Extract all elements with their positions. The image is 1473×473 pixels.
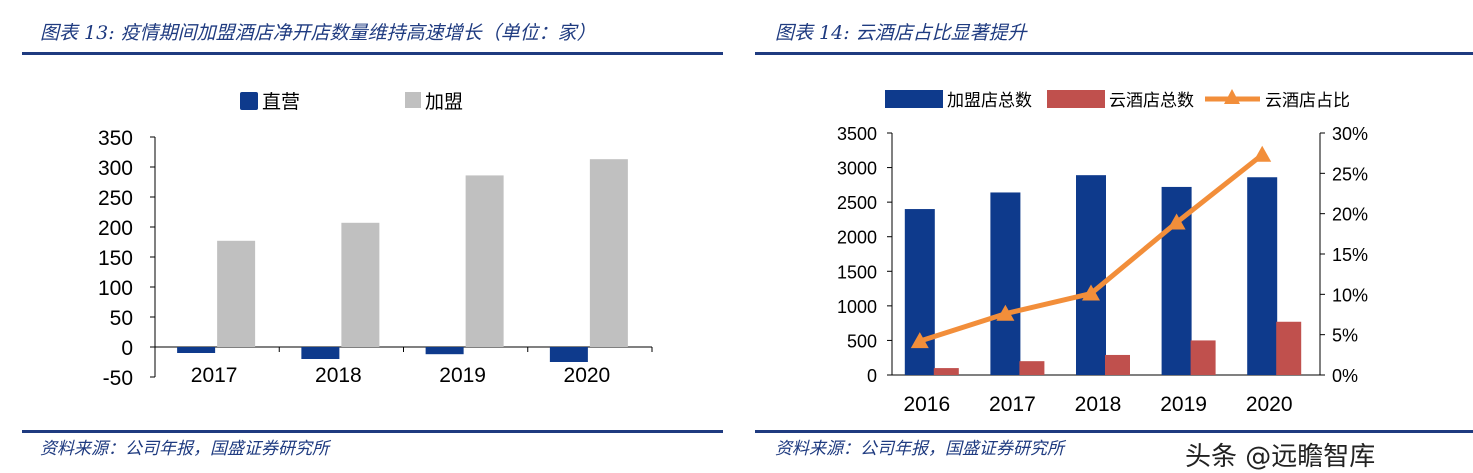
y-tick-label: 500 xyxy=(847,331,877,351)
bar-jiameng xyxy=(465,175,504,347)
x-tick-label: 2019 xyxy=(1160,393,1207,416)
left-bar-chart: 350 300 250 200 150 100 50 0 -50 2017 2018 2019 2020… xyxy=(98,91,653,390)
left-figure-panel: 图表 13: 疫情期间加盟酒店净开店数量维持高速增长（单位：家） 350 300 2… xyxy=(0,0,735,472)
right-figure-title: 图表 14: 云酒店占比显著提升 xyxy=(775,22,1027,44)
right-combo-chart: 3500 3000 2500 2000 1500 1000 500 0 30% 25% 20% 15%… xyxy=(837,89,1368,416)
bar-zhiying xyxy=(301,347,340,359)
y2-tick-label: 0% xyxy=(1332,366,1358,386)
point-cloud-share xyxy=(1082,284,1100,301)
right-title-rule xyxy=(755,52,1473,55)
point-cloud-share xyxy=(1167,213,1186,230)
right-figure-source: 资料来源：公司年报，国盛证券研究所 xyxy=(775,439,1064,459)
y-tick-label: 300 xyxy=(98,157,133,180)
y-tick-label: 0 xyxy=(867,366,877,386)
left-figure-title: 图表 13: 疫情期间加盟酒店净开店数量维持高速增长（单位：家） xyxy=(40,22,596,44)
bar-cloud-total xyxy=(1276,321,1302,375)
legend-label-jiameng: 加盟 xyxy=(425,91,463,113)
y-tick-label: 250 xyxy=(98,187,133,210)
legend-label-cloud-total: 云酒店总数 xyxy=(1109,91,1194,111)
right-figure-panel: 图表 14: 云酒店占比显著提升 3500 3000 2500 2000 1500 100… xyxy=(755,0,1473,472)
legend-label-zhiying: 直营 xyxy=(262,91,300,113)
point-cloud-share xyxy=(1253,145,1272,162)
y2-tick-label: 10% xyxy=(1332,285,1368,305)
left-figure-source: 资料来源：公司年报，国盛证券研究所 xyxy=(40,439,329,459)
x-tick-label: 2016 xyxy=(903,393,950,416)
y2-tick-label: 15% xyxy=(1332,245,1368,265)
x-tick-label: 2018 xyxy=(1075,393,1122,416)
left-title-rule xyxy=(22,52,723,55)
y2-tick-label: 20% xyxy=(1332,205,1368,225)
x-tick-label: 2017 xyxy=(989,393,1036,416)
watermark-text: 头条 @远瞻智库 xyxy=(1185,442,1376,472)
bar-cloud-total xyxy=(1019,361,1045,375)
left-source-rule xyxy=(22,430,723,433)
y-tick-label: 2000 xyxy=(837,228,877,248)
legend-label-cloud-share: 云酒店占比 xyxy=(1265,91,1350,111)
bar-jiameng-total xyxy=(904,209,935,375)
y-tick-label: 2500 xyxy=(837,193,877,213)
legend-marker-cloud-share xyxy=(1224,89,1240,104)
x-tick-label: 2020 xyxy=(564,364,611,387)
y-tick-label: 1500 xyxy=(837,262,877,282)
legend-swatch-cloud-total xyxy=(1047,90,1105,108)
bar-jiameng-total xyxy=(1076,175,1106,375)
y2-tick-label: 25% xyxy=(1332,164,1368,184)
y-tick-label: 150 xyxy=(98,247,133,270)
y2-tick-label: 5% xyxy=(1332,326,1358,346)
bar-cloud-total xyxy=(1105,354,1130,375)
legend-swatch-zhiying xyxy=(240,92,258,110)
y-tick-label: 3000 xyxy=(837,159,877,179)
x-tick-label: 2018 xyxy=(315,364,362,387)
y2-tick-label: 30% xyxy=(1332,124,1368,144)
bar-jiameng-total xyxy=(1247,177,1278,375)
point-cloud-share xyxy=(910,332,929,349)
y-tick-label: 350 xyxy=(98,127,133,150)
bar-cloud-total xyxy=(933,368,959,375)
y-tick-label: 100 xyxy=(98,277,133,300)
x-tick-label: 2019 xyxy=(439,364,486,387)
bar-cloud-total xyxy=(1190,340,1216,375)
y-tick-label: 3500 xyxy=(837,124,877,144)
x-tick-label: 2017 xyxy=(191,364,238,387)
y-tick-label: 1000 xyxy=(837,297,877,317)
point-cloud-share xyxy=(996,304,1015,321)
y-tick-label: -50 xyxy=(103,367,133,390)
x-tick-label: 2020 xyxy=(1246,393,1293,416)
bar-zhiying xyxy=(549,347,588,362)
legend-label-jiameng-total: 加盟店总数 xyxy=(947,91,1032,111)
bar-zhiying xyxy=(425,347,464,355)
y-tick-label: 200 xyxy=(98,217,133,240)
bar-jiameng xyxy=(341,222,380,347)
bar-jiameng xyxy=(217,240,256,347)
legend-swatch-jiameng xyxy=(405,92,421,108)
bar-jiameng-total xyxy=(990,192,1021,375)
right-source-rule xyxy=(755,430,1473,433)
y-tick-label: 50 xyxy=(110,307,133,330)
bar-jiameng xyxy=(589,159,628,347)
legend-swatch-jiameng-total xyxy=(885,90,943,108)
y-tick-label: 0 xyxy=(121,337,133,360)
bar-zhiying xyxy=(177,347,216,353)
